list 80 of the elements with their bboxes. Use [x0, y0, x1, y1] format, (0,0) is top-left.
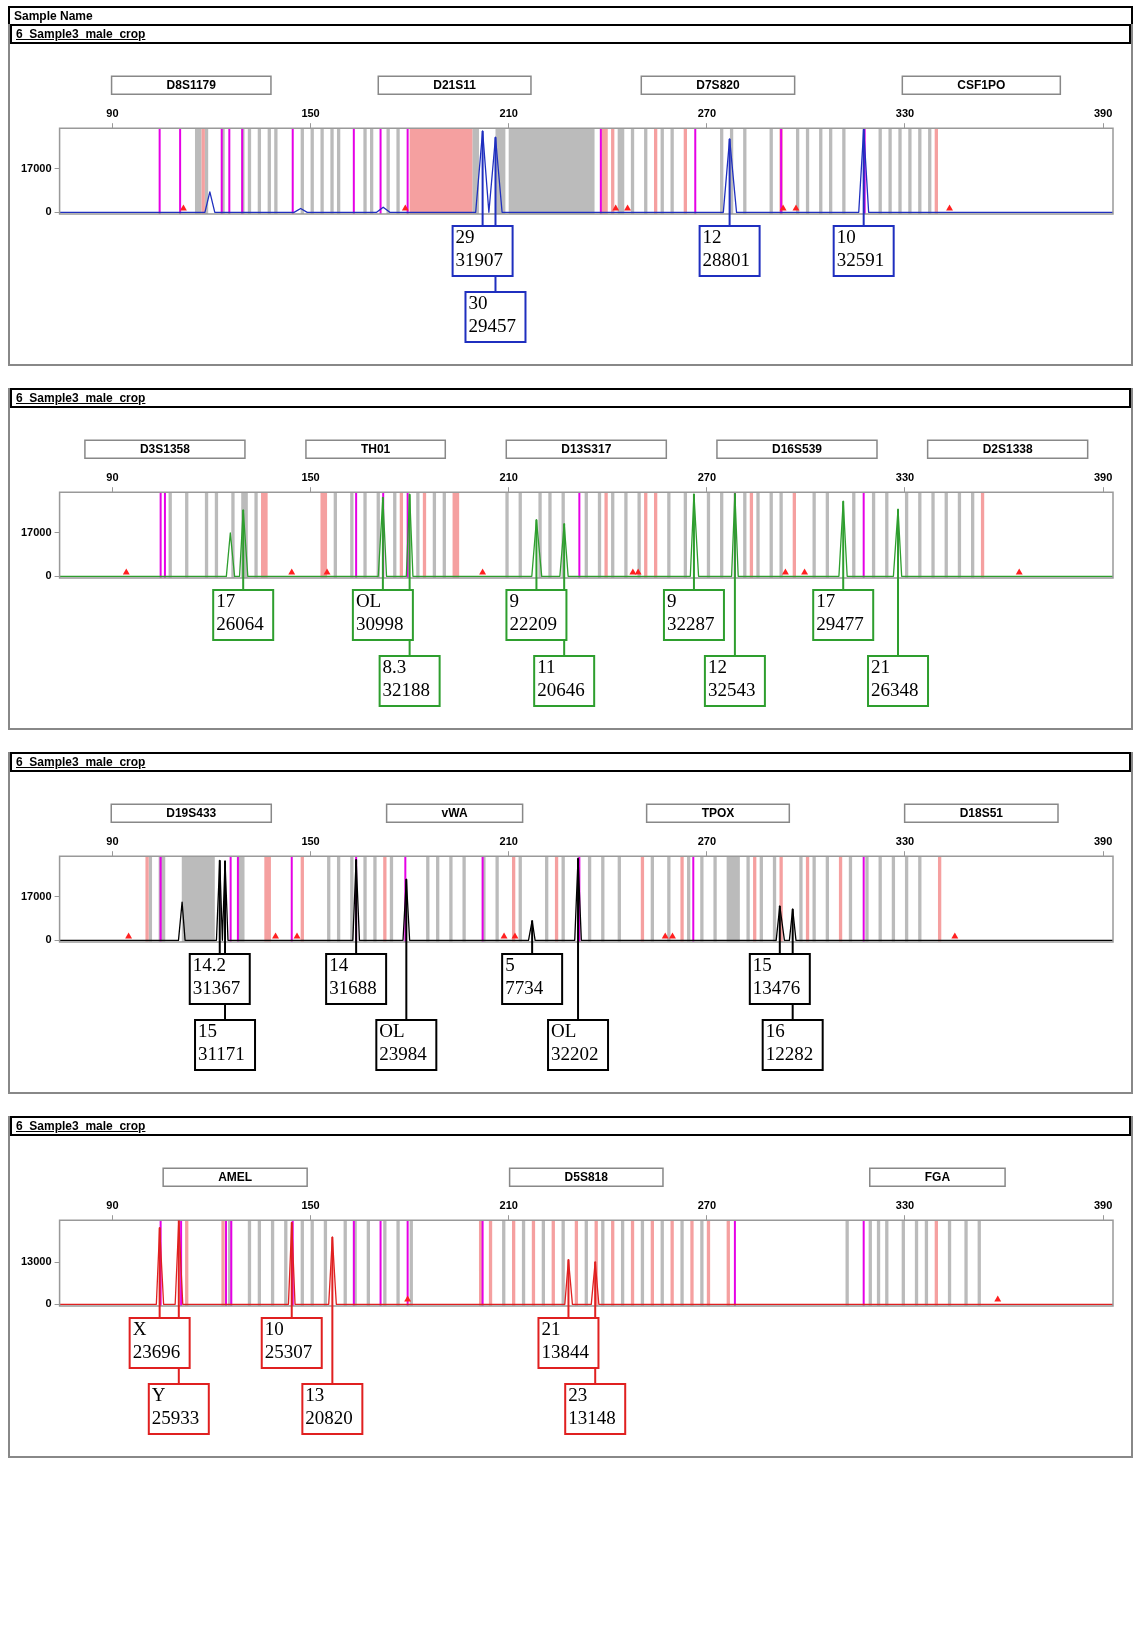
y-tick-label: 0 [45, 1297, 52, 1310]
x-tick-label: 150 [301, 470, 320, 483]
annotation: 14 31688 [329, 954, 377, 999]
text: D21S11 [433, 77, 477, 92]
text: D18S51 [959, 805, 1004, 820]
annotation: 9 22209 [509, 590, 557, 635]
text: D19S433 [166, 805, 217, 820]
x-tick-label: 270 [697, 106, 717, 119]
annotation: 12 32543 [707, 656, 756, 701]
annotation: OL 23984 [379, 1020, 428, 1065]
x-tick-label: 390 [1093, 470, 1113, 483]
annotation: OL 30998 [355, 590, 404, 635]
annotation: 15 31171 [198, 1020, 245, 1065]
annotation: 15 13476 [752, 954, 801, 999]
x-tick-label: 210 [499, 106, 518, 119]
chart-title: 6_Sample3_male_crop [10, 388, 1131, 408]
x-tick-label: 150 [301, 1198, 320, 1211]
x-tick-label: 90 [106, 470, 119, 483]
annotation: 10 25307 [264, 1318, 313, 1363]
x-tick-label: 270 [697, 470, 717, 483]
chart-title: 6_Sample3_male_crop [10, 24, 1131, 44]
x-tick-label: 270 [697, 834, 717, 847]
text: D3S1358 [139, 441, 191, 456]
x-tick-label: 210 [499, 1198, 518, 1211]
y-tick-label: 17000 [20, 890, 52, 903]
text: D13S317 [561, 441, 612, 456]
annotation: 12 28801 [702, 226, 751, 271]
annotation: 14.2 31367 [192, 954, 241, 999]
y-tick-label: 17000 [20, 526, 52, 539]
x-tick-label: 90 [106, 1198, 119, 1211]
x-tick-label: 330 [895, 834, 915, 847]
text: D2S1338 [982, 441, 1033, 456]
x-tick-label: 270 [697, 1198, 717, 1211]
annotation: 5 7734 [505, 954, 544, 999]
x-tick-label: 390 [1093, 1198, 1113, 1211]
annotation: 23 13148 [568, 1384, 616, 1429]
x-tick-label: 150 [301, 834, 320, 847]
y-tick-label: 0 [45, 569, 52, 582]
y-tick-label: 17000 [20, 162, 52, 175]
text: CSF1PO [957, 77, 1006, 92]
text: Sample Name [8, 6, 1133, 24]
annotation: 17 26064 [216, 590, 265, 635]
y-tick-label: 13000 [20, 1255, 52, 1268]
text: TPOX [701, 805, 735, 820]
annotation: 17 29477 [816, 590, 864, 635]
annotation: 29 31907 [455, 226, 504, 271]
annotation: 21 13844 [541, 1318, 590, 1363]
x-tick-label: 390 [1093, 106, 1113, 119]
annotation: Y 25933 [151, 1384, 200, 1429]
x-tick-label: 90 [106, 834, 119, 847]
annotation: 8.3 32188 [382, 656, 431, 701]
x-tick-label: 210 [499, 834, 518, 847]
x-tick-label: 390 [1093, 834, 1113, 847]
y-tick-label: 0 [45, 933, 52, 946]
annotation: X 23696 [132, 1318, 181, 1363]
annotation: 13 20820 [305, 1384, 353, 1429]
annotation: 9 32287 [666, 590, 715, 635]
text: AMEL [218, 1169, 253, 1184]
text: D7S820 [696, 77, 740, 92]
y-tick-label: 0 [45, 205, 52, 218]
annotation: 11 20646 [537, 656, 585, 701]
text: D16S539 [771, 441, 823, 456]
x-tick-label: 330 [895, 1198, 915, 1211]
x-tick-label: 210 [499, 470, 518, 483]
annotation: 21 26348 [871, 656, 919, 701]
text: vWA [441, 805, 468, 820]
annotation: 16 12282 [765, 1020, 814, 1065]
chart-title: 6_Sample3_male_crop [10, 752, 1131, 772]
chart-title: 6_Sample3_male_crop [10, 1116, 1131, 1136]
x-tick-label: 150 [301, 106, 320, 119]
x-tick-label: 330 [895, 470, 915, 483]
annotation: 10 32591 [836, 226, 885, 271]
annotation: OL 32202 [551, 1020, 599, 1065]
x-tick-label: 90 [106, 106, 119, 119]
text: D5S818 [564, 1169, 609, 1184]
text: FGA [924, 1169, 951, 1184]
text: D8S1179 [166, 77, 217, 92]
x-tick-label: 330 [895, 106, 915, 119]
annotation: 30 29457 [468, 292, 516, 337]
text: TH01 [360, 441, 391, 456]
